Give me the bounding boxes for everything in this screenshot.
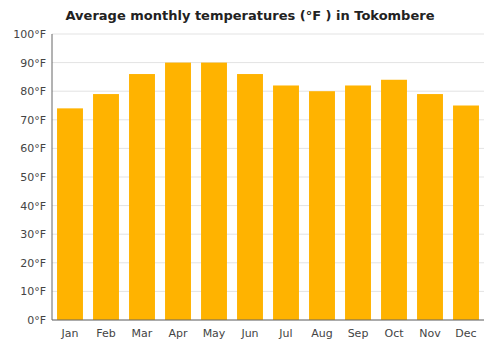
- x-axis-line: [52, 320, 484, 321]
- grid-line: [52, 320, 484, 321]
- grid-line: [52, 91, 484, 92]
- bar: [453, 106, 479, 321]
- x-tick-label: Jul: [278, 327, 292, 340]
- chart: Average monthly temperatures (°F ) in To…: [0, 0, 500, 350]
- x-tick-label: Jan: [61, 327, 79, 340]
- bar: [381, 80, 407, 320]
- bars: [57, 63, 479, 320]
- y-tick-label: 70°F: [20, 114, 46, 127]
- bar: [201, 63, 227, 320]
- y-tick-label: 40°F: [20, 200, 46, 213]
- bar: [237, 74, 263, 320]
- y-tick-label: 100°F: [13, 28, 46, 41]
- y-tick-label: 0°F: [27, 314, 46, 327]
- bar: [129, 74, 155, 320]
- y-tick-label: 60°F: [20, 142, 46, 155]
- title: Average monthly temperatures (°F ) in To…: [66, 8, 435, 23]
- x-tick-label: Oct: [384, 327, 404, 340]
- y-tick-label: 10°F: [20, 285, 46, 298]
- x-tick-label: Dec: [455, 327, 476, 340]
- bar: [417, 94, 443, 320]
- x-tick-label: Nov: [419, 327, 441, 340]
- bar: [165, 63, 191, 320]
- y-axis-line: [52, 34, 53, 320]
- y-tick-label: 90°F: [20, 57, 46, 70]
- bar: [93, 94, 119, 320]
- y-tick-label: 80°F: [20, 85, 46, 98]
- y-tick-label: 50°F: [20, 171, 46, 184]
- bar: [57, 108, 83, 320]
- x-tick-label: Mar: [132, 327, 153, 340]
- bar: [309, 91, 335, 320]
- grid-line: [52, 34, 484, 35]
- x-tick-label: Apr: [168, 327, 188, 340]
- bar: [345, 85, 371, 320]
- y-tick-label: 20°F: [20, 257, 46, 270]
- y-axis: 0°F 10°F 20°F 30°F 40°F 50°F 60°F 70°F 80°F 90°F 1…: [13, 28, 484, 327]
- grid-line: [52, 62, 484, 63]
- x-tick-label: Jun: [240, 327, 258, 340]
- y-tick-label: 30°F: [20, 228, 46, 241]
- x-tick-label: Sep: [348, 327, 369, 340]
- x-tick-label: Aug: [311, 327, 332, 340]
- x-tick-label: Feb: [96, 327, 115, 340]
- bar: [273, 85, 299, 320]
- x-tick-label: May: [203, 327, 226, 340]
- x-axis: Jan Feb Mar Apr May Jun Jul Aug Sep Oct Nov Dec: [52, 34, 484, 340]
